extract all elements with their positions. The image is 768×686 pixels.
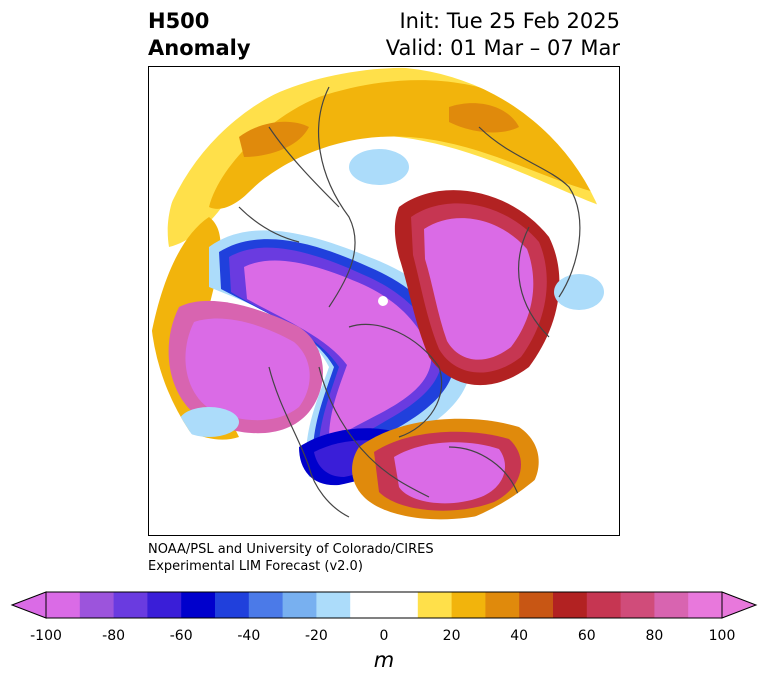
colorbar-cell: [215, 592, 250, 618]
colorbar-cell: [79, 592, 115, 618]
colorbar-cell: [620, 592, 655, 618]
title-line2: Anomaly: [148, 36, 251, 60]
colorbar-tick-label: 0: [379, 628, 389, 644]
colorbar-cell: [417, 592, 453, 618]
map-panel: [148, 66, 620, 536]
colorbar-cell: [147, 592, 182, 618]
credit-line1: NOAA/PSL and University of Colorado/CIRE…: [148, 542, 434, 557]
colorbar-cell: [181, 592, 216, 618]
colorbar-tick-label: -80: [102, 628, 126, 644]
colorbar-extend-low: [10, 591, 47, 619]
colorbar-cell: [485, 592, 520, 618]
colorbar-tick-label: -40: [237, 628, 261, 644]
colorbar-tick-label: -100: [30, 628, 62, 644]
colorbar-cell: [316, 592, 351, 618]
colorbar-tick-label: 60: [577, 628, 596, 644]
colorbar-cell: [350, 592, 385, 618]
init-date: Init: Tue 25 Feb 2025: [399, 9, 620, 33]
colorbar-cell: [113, 592, 148, 618]
colorbar-extend-high: [721, 591, 758, 619]
valid-dates: Valid: 01 Mar – 07 Mar: [385, 36, 620, 60]
colorbar-cell: [519, 592, 554, 618]
colorbar-cell: [282, 592, 317, 618]
date-info: Init: Tue 25 Feb 2025 Valid: 01 Mar – 07…: [386, 8, 620, 62]
title-line1: H500: [148, 9, 210, 33]
colorbar-cell: [384, 592, 419, 618]
colorbar-cell: [451, 592, 486, 618]
colorbar-tick-label: 40: [510, 628, 529, 644]
credit-line2: Experimental LIM Forecast (v2.0): [148, 559, 363, 574]
colorbar-tick-label: 100: [708, 628, 736, 644]
colorbar-cell: [248, 592, 284, 618]
colorbar-border: [45, 591, 723, 619]
credit-text: NOAA/PSL and University of Colorado/CIRE…: [148, 541, 434, 575]
colorbar-cell: [553, 592, 588, 618]
anomaly-map: [150, 67, 618, 535]
colorbar-cells: [10, 591, 758, 619]
colorbar-cell: [46, 592, 81, 618]
coastlines: [238, 86, 581, 518]
colorbar-unit: m: [373, 648, 395, 672]
map-title: H500 Anomaly: [148, 8, 251, 62]
colorbar-tick-label: -20: [304, 628, 328, 644]
colorbar-cell: [654, 592, 689, 618]
colorbar: [10, 591, 758, 619]
colorbar-cell: [586, 592, 622, 618]
colorbar-tick-label: 20: [442, 628, 461, 644]
colorbar-cell: [688, 592, 723, 618]
colorbar-tick-label: 80: [645, 628, 664, 644]
colorbar-tick-label: -60: [169, 628, 193, 644]
anomaly-field: [150, 67, 618, 535]
